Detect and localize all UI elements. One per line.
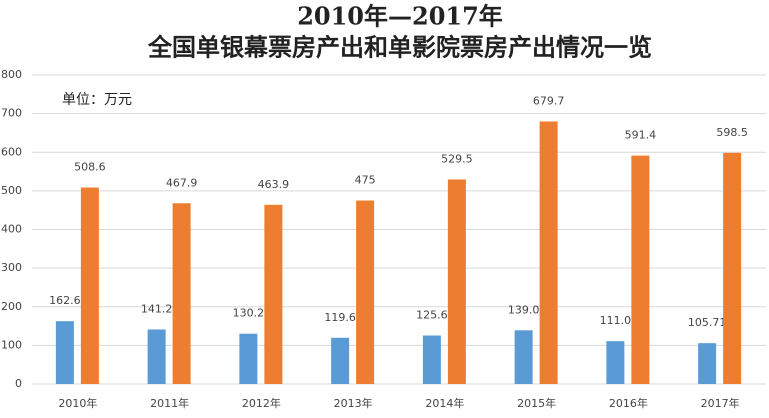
value-label: 467.9 <box>166 176 198 189</box>
y-tick-label: 300 <box>1 261 22 274</box>
y-tick-label: 400 <box>1 223 22 236</box>
y-tick-label: 700 <box>1 107 22 120</box>
y-tick-label: 600 <box>1 145 22 158</box>
value-label: 130.2 <box>233 307 265 320</box>
value-label: 591.4 <box>625 129 657 142</box>
x-tick-label: 2010年 <box>58 396 97 410</box>
bar <box>264 204 283 384</box>
bar <box>172 203 191 384</box>
value-label: 119.6 <box>324 311 356 324</box>
value-label: 508.6 <box>74 161 106 174</box>
bar <box>514 330 533 384</box>
bar <box>356 200 375 384</box>
y-tick-label: 200 <box>1 300 22 313</box>
chart-subtitle: 全国单银幕票房产出和单影院票房产出情况一览 <box>147 33 652 62</box>
value-label: 679.7 <box>533 94 565 107</box>
bar <box>80 187 99 384</box>
x-tick-label: 2015年 <box>517 396 556 410</box>
value-label: 141.2 <box>141 302 173 315</box>
bar <box>698 343 717 384</box>
value-label: 162.6 <box>49 294 81 307</box>
chart-title: 2010年—2017年 <box>297 2 503 31</box>
y-tick-label: 800 <box>1 68 22 81</box>
y-tick-label: 0 <box>15 377 22 390</box>
y-tick-label: 100 <box>1 338 22 351</box>
bar <box>606 341 625 384</box>
bar <box>631 155 650 384</box>
x-tick-label: 2014年 <box>425 396 464 410</box>
value-label: 139.0 <box>508 303 540 316</box>
y-tick-label: 500 <box>1 184 22 197</box>
bar <box>147 329 166 384</box>
value-label: 105.71 <box>688 316 727 329</box>
bar <box>331 337 350 384</box>
unit-annotation: 单位：万元 <box>62 92 132 108</box>
x-tick-label: 2011年 <box>150 396 189 410</box>
x-tick-label: 2013年 <box>334 396 373 410</box>
bar <box>239 333 258 384</box>
value-label: 463.9 <box>258 178 290 191</box>
x-tick-label: 2017年 <box>701 396 740 410</box>
value-label: 529.5 <box>441 152 473 165</box>
bar <box>539 121 558 384</box>
value-label: 111.0 <box>600 314 632 327</box>
value-label: 475 <box>355 174 376 187</box>
bar <box>422 335 441 384</box>
bar <box>55 321 74 384</box>
bar <box>447 179 466 384</box>
x-tick-label: 2012年 <box>242 396 281 410</box>
value-label: 125.6 <box>416 308 448 321</box>
bar <box>723 152 742 384</box>
x-tick-label: 2016年 <box>609 396 648 410</box>
value-label: 598.5 <box>716 126 748 139</box>
